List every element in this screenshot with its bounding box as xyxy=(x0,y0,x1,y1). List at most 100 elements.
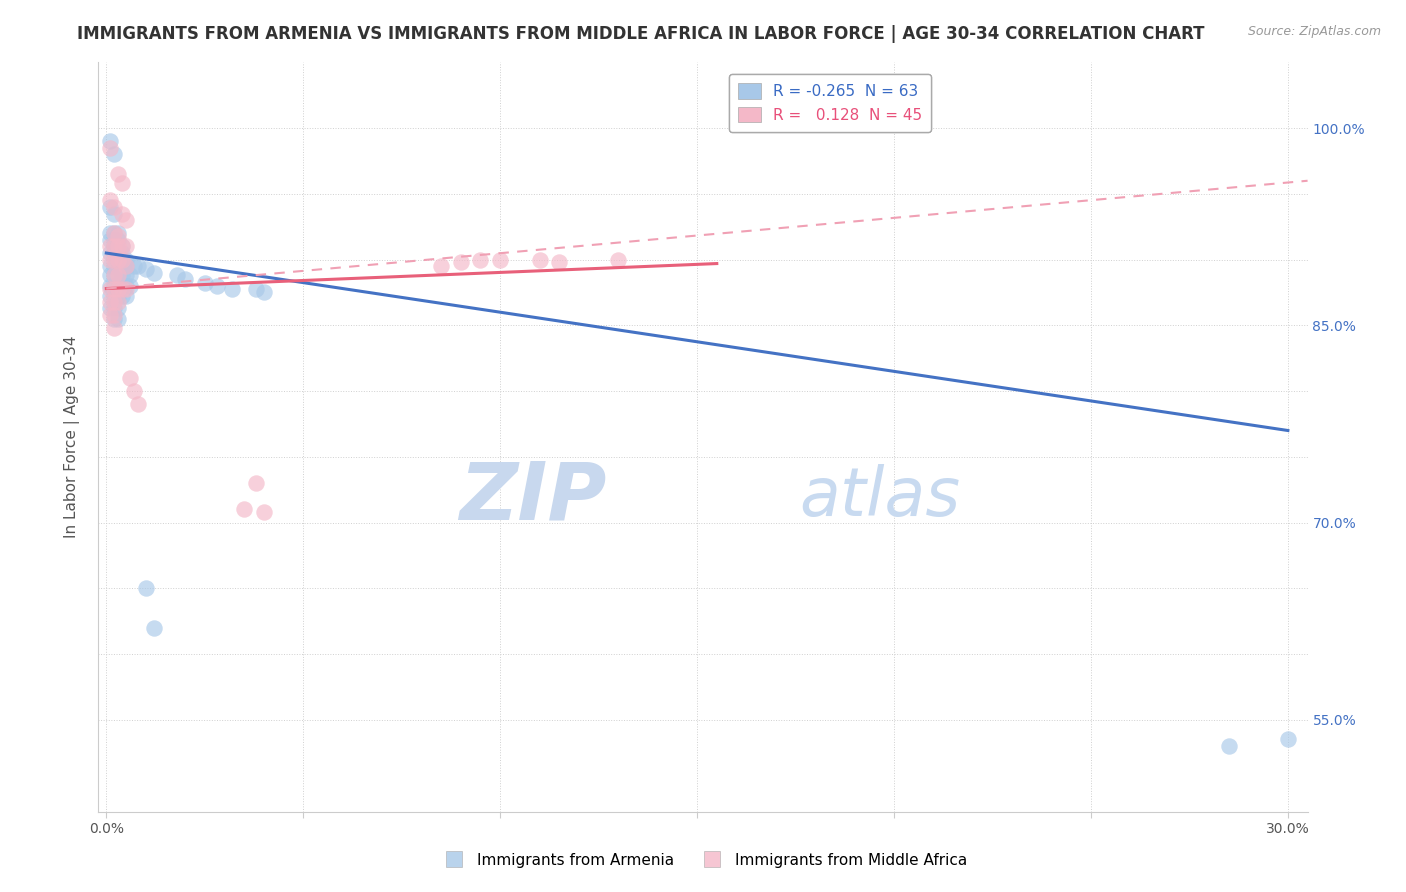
Point xyxy=(245,476,267,491)
Point xyxy=(103,239,125,253)
Point xyxy=(548,255,571,269)
Point xyxy=(122,384,145,398)
Point xyxy=(111,177,134,191)
Point xyxy=(103,281,125,295)
Point xyxy=(107,268,129,283)
Point xyxy=(245,281,267,295)
Point xyxy=(107,239,129,253)
Point xyxy=(98,194,121,208)
Point xyxy=(194,277,217,291)
Text: IMMIGRANTS FROM ARMENIA VS IMMIGRANTS FROM MIDDLE AFRICA IN LABOR FORCE | AGE 30: IMMIGRANTS FROM ARMENIA VS IMMIGRANTS FR… xyxy=(77,25,1205,43)
Point xyxy=(107,246,129,260)
Point xyxy=(107,294,129,309)
Point xyxy=(127,259,149,273)
Point xyxy=(470,252,492,267)
Point xyxy=(111,289,134,303)
Point xyxy=(103,311,125,326)
Point xyxy=(107,268,129,283)
Point xyxy=(107,259,129,273)
Point xyxy=(450,255,472,269)
Point xyxy=(118,371,141,385)
Point xyxy=(98,141,121,155)
Point xyxy=(115,281,138,295)
Point xyxy=(107,279,129,293)
Point xyxy=(98,279,121,293)
Point xyxy=(98,281,121,295)
Point xyxy=(489,252,512,267)
Point xyxy=(98,308,121,322)
Point xyxy=(98,252,121,267)
Point xyxy=(221,281,243,295)
Point xyxy=(103,289,125,303)
Point xyxy=(1277,732,1299,747)
Point xyxy=(166,268,188,283)
Point xyxy=(111,239,134,253)
Point xyxy=(103,294,125,309)
Point xyxy=(103,259,125,273)
Point xyxy=(103,239,125,253)
Point xyxy=(253,505,276,519)
Point xyxy=(135,261,157,276)
Point xyxy=(430,259,453,273)
Point xyxy=(115,279,138,293)
Point xyxy=(103,268,125,283)
Point xyxy=(107,167,129,181)
Point xyxy=(107,229,129,244)
Point xyxy=(107,233,129,247)
Point xyxy=(115,289,138,303)
Point xyxy=(103,227,125,241)
Point xyxy=(111,279,134,293)
Point xyxy=(98,134,121,148)
Point xyxy=(115,239,138,253)
Point xyxy=(607,252,630,267)
Point xyxy=(142,266,165,280)
Point xyxy=(103,147,125,161)
Point xyxy=(111,252,134,267)
Point xyxy=(118,268,141,283)
Point xyxy=(98,259,121,273)
Point xyxy=(115,213,138,227)
Legend: Immigrants from Armenia, Immigrants from Middle Africa: Immigrants from Armenia, Immigrants from… xyxy=(433,847,973,873)
Y-axis label: In Labor Force | Age 30-34: In Labor Force | Age 30-34 xyxy=(63,335,80,539)
Point xyxy=(111,239,134,253)
Point xyxy=(103,206,125,220)
Point xyxy=(111,268,134,283)
Point xyxy=(233,502,256,516)
Point xyxy=(1218,739,1240,753)
Point xyxy=(253,285,276,300)
Point xyxy=(98,200,121,214)
Point xyxy=(107,227,129,241)
Point xyxy=(103,279,125,293)
Point xyxy=(118,279,141,293)
Point xyxy=(111,206,134,220)
Point xyxy=(127,397,149,411)
Point xyxy=(115,268,138,283)
Point xyxy=(103,301,125,316)
Point xyxy=(103,227,125,241)
Point xyxy=(115,252,138,267)
Point xyxy=(107,311,129,326)
Text: atlas: atlas xyxy=(800,464,960,530)
Point xyxy=(122,259,145,273)
Point xyxy=(103,246,125,260)
Point xyxy=(98,301,121,316)
Text: Source: ZipAtlas.com: Source: ZipAtlas.com xyxy=(1247,25,1381,38)
Point xyxy=(98,246,121,260)
Point xyxy=(111,246,134,260)
Point xyxy=(107,281,129,295)
Point xyxy=(103,200,125,214)
Legend: R = -0.265  N = 63, R =   0.128  N = 45: R = -0.265 N = 63, R = 0.128 N = 45 xyxy=(728,74,931,132)
Point xyxy=(115,259,138,273)
Point xyxy=(111,259,134,273)
Point xyxy=(142,621,165,635)
Point xyxy=(529,252,551,267)
Point xyxy=(135,581,157,595)
Point xyxy=(98,239,121,253)
Text: ZIP: ZIP xyxy=(458,458,606,536)
Point xyxy=(98,233,121,247)
Point xyxy=(115,259,138,273)
Point xyxy=(103,308,125,322)
Point xyxy=(103,268,125,283)
Point xyxy=(174,272,197,286)
Point xyxy=(103,321,125,335)
